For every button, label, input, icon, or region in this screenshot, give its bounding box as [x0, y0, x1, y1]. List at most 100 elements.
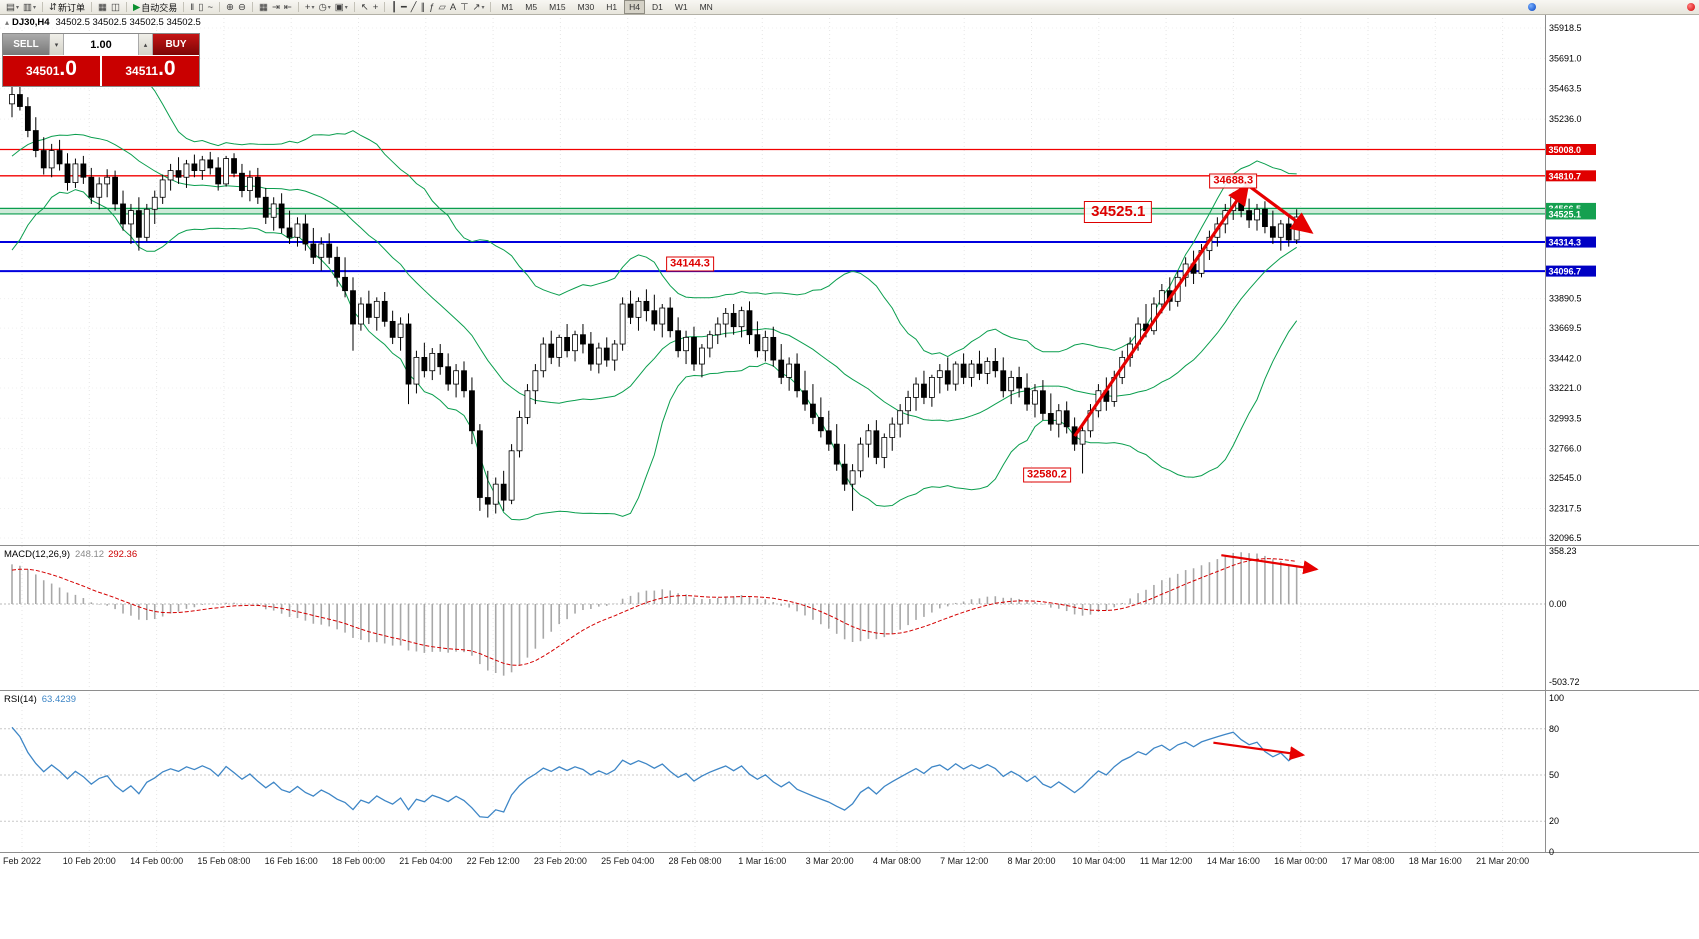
rsi-layer	[0, 726, 1545, 822]
chart-shift-icon[interactable]: ⇤	[283, 1, 292, 13]
zoom-in-icon[interactable]: ⊕	[226, 1, 234, 13]
timeframe-button-m5[interactable]: M5	[525, 2, 538, 12]
candles-icon[interactable]: ▯	[198, 1, 204, 13]
bollinger-middle	[11, 133, 1297, 422]
one-click-trading-panel: SELL ▾ 1.00 ▴ BUY 34501.0 34511.0	[2, 33, 200, 87]
timeframe-button-m1[interactable]: M1	[501, 2, 514, 12]
buy-button[interactable]: BUY	[153, 34, 199, 55]
toolbar-group: + ▾ ◷ ▾ ▣ ▾	[303, 1, 350, 14]
symbol-period-label: DJ30,H4	[12, 17, 50, 28]
zoom-out-icon[interactable]: ⊖	[237, 1, 246, 13]
sell-button[interactable]: SELL	[3, 34, 49, 55]
text-icon[interactable]: A	[449, 1, 457, 13]
toolbar-separator	[251, 2, 253, 12]
svg-text:16 Mar 00:00: 16 Mar 00:00	[1274, 856, 1327, 866]
market-watch-icon[interactable]: ▦	[97, 1, 107, 13]
horizontal-line-icon[interactable]: ━	[401, 1, 407, 13]
price-marker-35008.0	[1546, 143, 1596, 155]
svg-text:18 Mar 16:00: 18 Mar 16:00	[1409, 856, 1462, 866]
tile-windows-icon[interactable]: ▦	[258, 1, 268, 13]
chart-header: ▴ DJ30,H4 34502.5 34502.5 34502.5 34502.5	[5, 17, 201, 28]
svg-text:10 Feb 20:00: 10 Feb 20:00	[63, 856, 116, 866]
navigator-icon[interactable]: ◫	[110, 1, 120, 13]
grid-layer	[0, 14, 1545, 852]
fibonacci-icon[interactable]: ƒ	[429, 1, 435, 13]
toolbar-overflow-icon[interactable]	[1528, 3, 1536, 11]
toolbar-group: ▤ ▾ ▥ ▾	[4, 1, 38, 14]
timeframe-button-h4[interactable]: H4	[624, 0, 645, 14]
cursor-icon[interactable]: ↖	[360, 1, 369, 13]
auto-scroll-icon[interactable]: ⇥	[271, 1, 280, 13]
profiles-icon[interactable]: ▥ ▾	[23, 1, 36, 13]
vertical-line-icon[interactable]: ┃	[391, 1, 398, 13]
toolbar-separator	[90, 2, 92, 12]
toolbar-group: ┃ ━ ╱ ∥ ƒ ▱ A ⊤ ↗ ▾	[389, 1, 486, 14]
toolbar-group: ▶ 自动交易	[131, 1, 179, 14]
macd-signal-line	[11, 558, 1297, 666]
autotrading-button[interactable]: ▶ 自动交易	[132, 1, 178, 13]
toolbar-group: ⊕ ⊖	[224, 1, 248, 14]
svg-text:35691.0: 35691.0	[1549, 53, 1582, 63]
sell-price-frac: .0	[59, 57, 77, 80]
bars-icon[interactable]: ‖	[190, 1, 195, 13]
svg-text:8 Mar 20:00: 8 Mar 20:00	[1007, 856, 1055, 866]
shapes-icon[interactable]: ▱	[438, 1, 446, 13]
svg-text:34810.7: 34810.7	[1549, 171, 1582, 181]
svg-text:4 Mar 08:00: 4 Mar 08:00	[873, 856, 921, 866]
periods-icon[interactable]: ◷ ▾	[318, 1, 331, 13]
toolbar-separator	[219, 2, 221, 12]
svg-text:-503.72: -503.72	[1549, 677, 1580, 687]
toolbar-group: ‖ ▯ ~	[188, 1, 215, 14]
alert-icon[interactable]	[1687, 3, 1695, 11]
text-label-icon[interactable]: ⊤	[460, 1, 469, 13]
new-chart-icon[interactable]: ▤ ▾	[6, 1, 19, 13]
price-marker-34810.7	[1546, 170, 1596, 182]
volume-decrease-button[interactable]: ▾	[49, 34, 64, 55]
indicators-icon[interactable]: + ▾	[304, 1, 315, 13]
ohlc-label: 34502.5 34502.5 34502.5 34502.5	[55, 17, 201, 28]
sell-price[interactable]: 34501.0	[3, 56, 100, 86]
channel-icon[interactable]: ∥	[420, 1, 426, 13]
arrows-icon[interactable]: ↗ ▾	[472, 1, 485, 13]
svg-text:33669.5: 33669.5	[1549, 323, 1582, 333]
volume-input[interactable]: 1.00	[64, 34, 138, 55]
svg-text:0: 0	[1549, 847, 1554, 857]
templates-icon[interactable]: ▣ ▾	[334, 1, 348, 13]
svg-text:100: 100	[1549, 693, 1564, 703]
svg-text:32096.5: 32096.5	[1549, 533, 1582, 543]
one-click-collapse-toggle[interactable]: ▴	[5, 18, 10, 27]
timeframe-button-d1[interactable]: D1	[651, 2, 663, 12]
crosshair-icon[interactable]: +	[372, 1, 379, 13]
trendline-icon[interactable]: ╱	[410, 1, 417, 13]
toolbar-group: ▦ ⇥ ⇤	[257, 1, 294, 14]
buy-price[interactable]: 34511.0	[102, 56, 199, 86]
toolbar-group: ⇵ 新订单	[47, 1, 87, 14]
timeframe-button-mn[interactable]: MN	[699, 2, 713, 12]
svg-text:32545.0: 32545.0	[1549, 473, 1582, 483]
bollinger-lower	[11, 189, 1298, 521]
svg-text:35463.5: 35463.5	[1549, 84, 1582, 94]
buy-price-main: 34511	[125, 64, 159, 78]
timeframe-button-h1[interactable]: H1	[606, 2, 618, 12]
price-marker-34096.7	[1546, 265, 1596, 277]
svg-text:16 Feb 16:00: 16 Feb 16:00	[265, 856, 318, 866]
timeframe-group: M1 M5 M15 M30 H1 H4 D1 W1 MN	[495, 0, 718, 14]
timeframe-button-m15[interactable]: M15	[549, 2, 566, 12]
svg-text:11 Mar 12:00: 11 Mar 12:00	[1140, 856, 1192, 866]
new-order-button[interactable]: ⇵ 新订单	[49, 1, 85, 13]
svg-text:358.23: 358.23	[1549, 546, 1577, 556]
svg-text:14 Mar 16:00: 14 Mar 16:00	[1207, 856, 1260, 866]
timeframe-button-w1[interactable]: W1	[674, 2, 688, 12]
svg-text:80: 80	[1549, 724, 1559, 734]
svg-text:17 Mar 08:00: 17 Mar 08:00	[1341, 856, 1394, 866]
line-chart-icon[interactable]: ~	[207, 1, 214, 13]
svg-text:35918.5: 35918.5	[1549, 23, 1582, 33]
volume-increase-button[interactable]: ▴	[138, 34, 153, 55]
svg-text:14 Feb 00:00: 14 Feb 00:00	[130, 856, 183, 866]
svg-text:Feb 2022: Feb 2022	[3, 856, 41, 866]
svg-text:34314.3: 34314.3	[1549, 238, 1582, 248]
timeframe-button-m30[interactable]: M30	[577, 2, 595, 12]
toolbar-separator	[353, 2, 355, 12]
